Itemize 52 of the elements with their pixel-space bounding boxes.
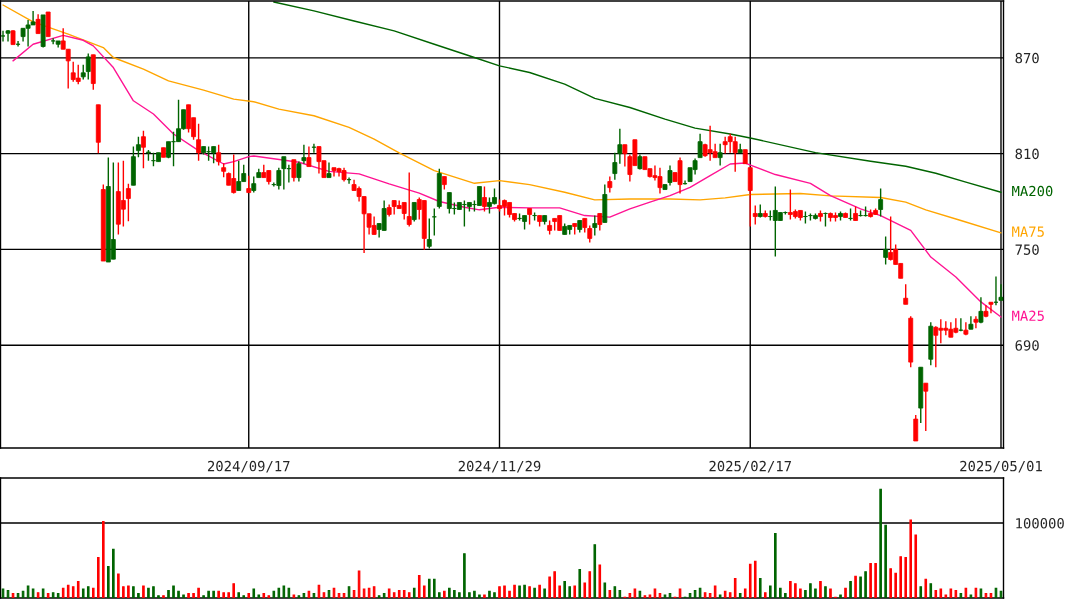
series-label: MA25 bbox=[1012, 310, 1044, 321]
y-tick-label: 870 bbox=[1015, 52, 1039, 64]
candlestick bbox=[236, 159, 242, 192]
candlestick bbox=[426, 217, 432, 250]
candlestick bbox=[125, 182, 131, 222]
candlestick bbox=[196, 123, 202, 162]
series-label: MA75 bbox=[1012, 226, 1044, 237]
candlestick bbox=[135, 136, 141, 158]
y-tick-label: 750 bbox=[1015, 244, 1039, 255]
candlestick bbox=[697, 132, 703, 159]
y-tick-label: 100000 bbox=[1016, 518, 1064, 529]
y-tick-label: 690 bbox=[1015, 340, 1039, 351]
x-tick-label: 2025/02/17 bbox=[709, 460, 792, 473]
candlestick bbox=[110, 161, 116, 260]
x-tick-label: 2025/05/01 bbox=[960, 460, 1042, 473]
candlestick bbox=[281, 155, 287, 191]
candlestick bbox=[120, 159, 126, 228]
line-series bbox=[2, 4, 1002, 234]
candlestick bbox=[85, 52, 91, 81]
candlestick bbox=[923, 382, 929, 432]
candlestick bbox=[406, 171, 412, 228]
y-tick-label: 810 bbox=[1015, 148, 1039, 160]
candlestick bbox=[888, 215, 894, 262]
line-series bbox=[12, 34, 1002, 318]
candlestick bbox=[75, 64, 81, 85]
candlestick bbox=[747, 166, 753, 228]
candlestick bbox=[973, 315, 979, 329]
candlestick bbox=[35, 13, 41, 35]
line-series bbox=[273, 1, 1002, 193]
candlestick bbox=[732, 136, 738, 173]
x-tick-label: 2024/11/29 bbox=[458, 460, 541, 473]
candlestick bbox=[306, 145, 312, 168]
candlestick bbox=[752, 204, 758, 226]
x-tick-label: 2024/09/17 bbox=[207, 460, 290, 473]
candlestick bbox=[216, 143, 222, 167]
candlestick bbox=[141, 129, 146, 170]
candlestick bbox=[933, 325, 939, 368]
candlestick bbox=[592, 214, 598, 237]
candlestick bbox=[482, 185, 487, 213]
candlestick bbox=[978, 296, 984, 325]
candlestick bbox=[411, 201, 417, 223]
candlestick bbox=[326, 161, 332, 179]
candlestick bbox=[291, 158, 297, 183]
candlestick bbox=[903, 283, 909, 306]
candlestick bbox=[5, 29, 11, 43]
candlestick bbox=[446, 191, 452, 215]
candlestick bbox=[913, 414, 919, 442]
candlestick bbox=[878, 187, 884, 218]
candlestick bbox=[717, 143, 723, 167]
candlestick bbox=[883, 235, 889, 266]
candlestick bbox=[0, 30, 6, 43]
series-label: MA200 bbox=[1012, 185, 1053, 197]
